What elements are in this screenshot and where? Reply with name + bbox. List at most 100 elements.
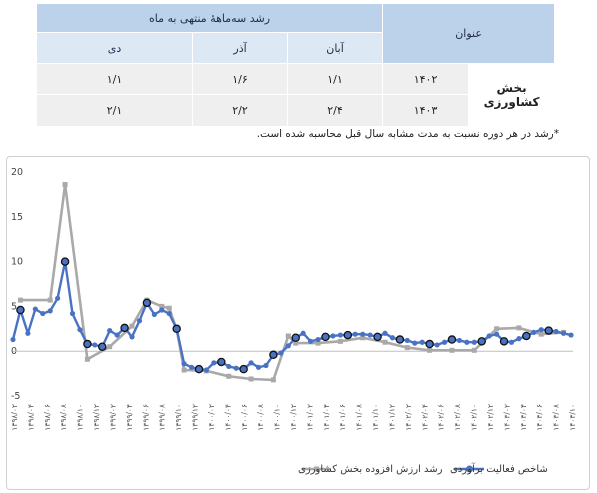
data-point-activity-index	[441, 339, 448, 345]
x-tick-label: ۱۴۰۲/۰۲	[404, 404, 413, 431]
data-point-activity-index	[136, 318, 143, 324]
data-point-activity-index	[98, 342, 107, 351]
data-point-activity-index	[434, 342, 440, 348]
data-point-activity-index	[107, 327, 113, 334]
data-point-agri-value-added	[248, 376, 254, 382]
data-point-activity-index	[172, 324, 181, 334]
data-point-activity-index	[343, 330, 353, 340]
data-point-activity-index	[278, 350, 284, 356]
data-point-activity-index	[114, 332, 120, 338]
data-point-activity-index	[447, 335, 457, 344]
data-point-activity-index	[40, 310, 46, 317]
x-tick-label: ۱۴۰۰/۰۸	[256, 404, 265, 431]
data-point-activity-index	[538, 327, 544, 333]
data-point-activity-index	[166, 310, 172, 317]
data-point-activity-index	[194, 364, 204, 374]
x-tick-label: ۱۴۰۰/۰۲	[207, 404, 216, 431]
data-point-activity-index	[560, 330, 567, 336]
table-sector-label: بخش کشاورزی	[468, 63, 556, 127]
data-point-agri-value-added	[337, 338, 343, 344]
x-tick-label: ۱۴۰۳/۰۴	[519, 404, 528, 431]
data-point-activity-index	[553, 328, 559, 335]
data-point-activity-index	[522, 331, 531, 341]
data-point-activity-index	[60, 257, 70, 266]
data-point-activity-index	[315, 336, 321, 343]
table-cell-value: ۲/۲	[192, 94, 289, 127]
data-point-agri-value-added	[449, 347, 455, 353]
data-point-activity-index	[419, 339, 425, 345]
data-point-activity-index	[69, 310, 76, 317]
data-point-activity-index	[321, 332, 330, 342]
table-cell-year: ۱۴۰۳	[382, 94, 470, 127]
legend-label-agri-value-added: رشد ارزش افزوده بخش کشاورزی	[298, 464, 443, 475]
data-point-activity-index	[16, 305, 25, 315]
data-point-activity-index	[120, 323, 129, 333]
data-point-activity-index	[239, 364, 248, 374]
x-tick-label: ۱۴۰۲/۱۰	[470, 404, 479, 431]
data-point-agri-value-added	[382, 339, 388, 345]
data-point-agri-value-added	[62, 182, 68, 188]
table-cell-value: ۲/۴	[287, 94, 384, 127]
table-cell-value: ۲/۱	[35, 94, 194, 127]
data-point-activity-index	[471, 339, 477, 345]
data-point-activity-index	[456, 337, 462, 344]
data-point-activity-index	[477, 337, 486, 346]
x-tick-label: ۱۴۰۳/۱۰	[568, 404, 577, 431]
data-point-activity-index	[217, 357, 226, 367]
data-point-activity-index	[544, 326, 553, 335]
data-point-activity-index	[494, 331, 500, 337]
data-point-activity-index	[382, 330, 388, 336]
data-point-agri-value-added	[17, 297, 23, 303]
data-point-activity-index	[285, 343, 291, 349]
x-tick-label: ۱۴۰۲/۱۲	[486, 404, 495, 431]
data-point-activity-index	[77, 327, 83, 333]
data-point-agri-value-added	[107, 344, 113, 350]
x-tick-label: ۱۳۹۸/۱۰	[76, 404, 85, 431]
data-point-activity-index	[499, 337, 509, 346]
table-cell-value: ۱/۱	[287, 63, 384, 95]
data-point-activity-index	[92, 342, 98, 348]
table-cell-value: ۱/۱	[35, 63, 194, 95]
data-point-activity-index	[263, 362, 269, 369]
data-point-agri-value-added	[404, 345, 410, 351]
data-point-agri-value-added	[84, 356, 90, 362]
data-point-activity-index	[181, 361, 187, 367]
data-point-activity-index	[508, 339, 515, 345]
data-point-activity-index	[308, 338, 314, 344]
x-tick-label: ۱۴۰۱/۰۸	[355, 404, 364, 431]
data-point-activity-index	[269, 350, 278, 360]
data-point-activity-index	[32, 306, 38, 312]
data-point-agri-value-added	[516, 325, 522, 331]
x-tick-label: ۱۴۰۲/۰۶	[437, 404, 446, 431]
x-tick-label: ۱۴۰۱/۰۶	[338, 404, 347, 431]
x-tick-label: ۱۴۰۰/۰۶	[240, 404, 249, 431]
data-point-activity-index	[233, 365, 239, 371]
x-tick-label: ۱۴۰۱/۰۲	[305, 404, 314, 431]
x-tick-label: ۱۳۹۸/۰۶	[43, 404, 52, 431]
x-tick-label: ۱۴۰۱/۰۴	[322, 404, 331, 431]
y-tick-label: 5	[11, 301, 17, 312]
x-tick-label: ۱۳۹۹/۰۶	[141, 404, 150, 431]
data-point-activity-index	[248, 360, 254, 366]
x-tick-label: ۱۳۹۸/۱۲	[92, 404, 101, 431]
data-point-activity-index	[47, 308, 53, 314]
data-point-activity-index	[389, 335, 396, 341]
x-tick-label: ۱۳۹۸/۰۲	[10, 404, 19, 431]
data-point-agri-value-added	[226, 373, 232, 379]
data-point-activity-index	[25, 330, 31, 336]
data-point-agri-value-added	[293, 340, 299, 346]
table-cell-value: ۱/۶	[192, 63, 289, 95]
data-point-agri-value-added	[166, 305, 172, 311]
x-tick-label: ۱۳۹۸/۰۴	[26, 404, 35, 431]
legend-label-activity-index: شاخص فعالیت برآوردی	[450, 462, 548, 475]
table-header-month: دی	[35, 32, 194, 64]
table-header-month: آذر	[192, 32, 289, 64]
data-point-agri-value-added	[270, 377, 276, 383]
x-tick-label: ۱۴۰۳/۰۶	[535, 404, 544, 431]
data-point-agri-value-added	[538, 331, 544, 337]
table-cell-year: ۱۴۰۲	[382, 63, 470, 95]
x-tick-label: ۱۳۹۸/۰۸	[59, 404, 68, 431]
x-tick-label: ۱۴۰۰/۱۲	[289, 404, 298, 431]
data-point-activity-index	[255, 364, 262, 370]
